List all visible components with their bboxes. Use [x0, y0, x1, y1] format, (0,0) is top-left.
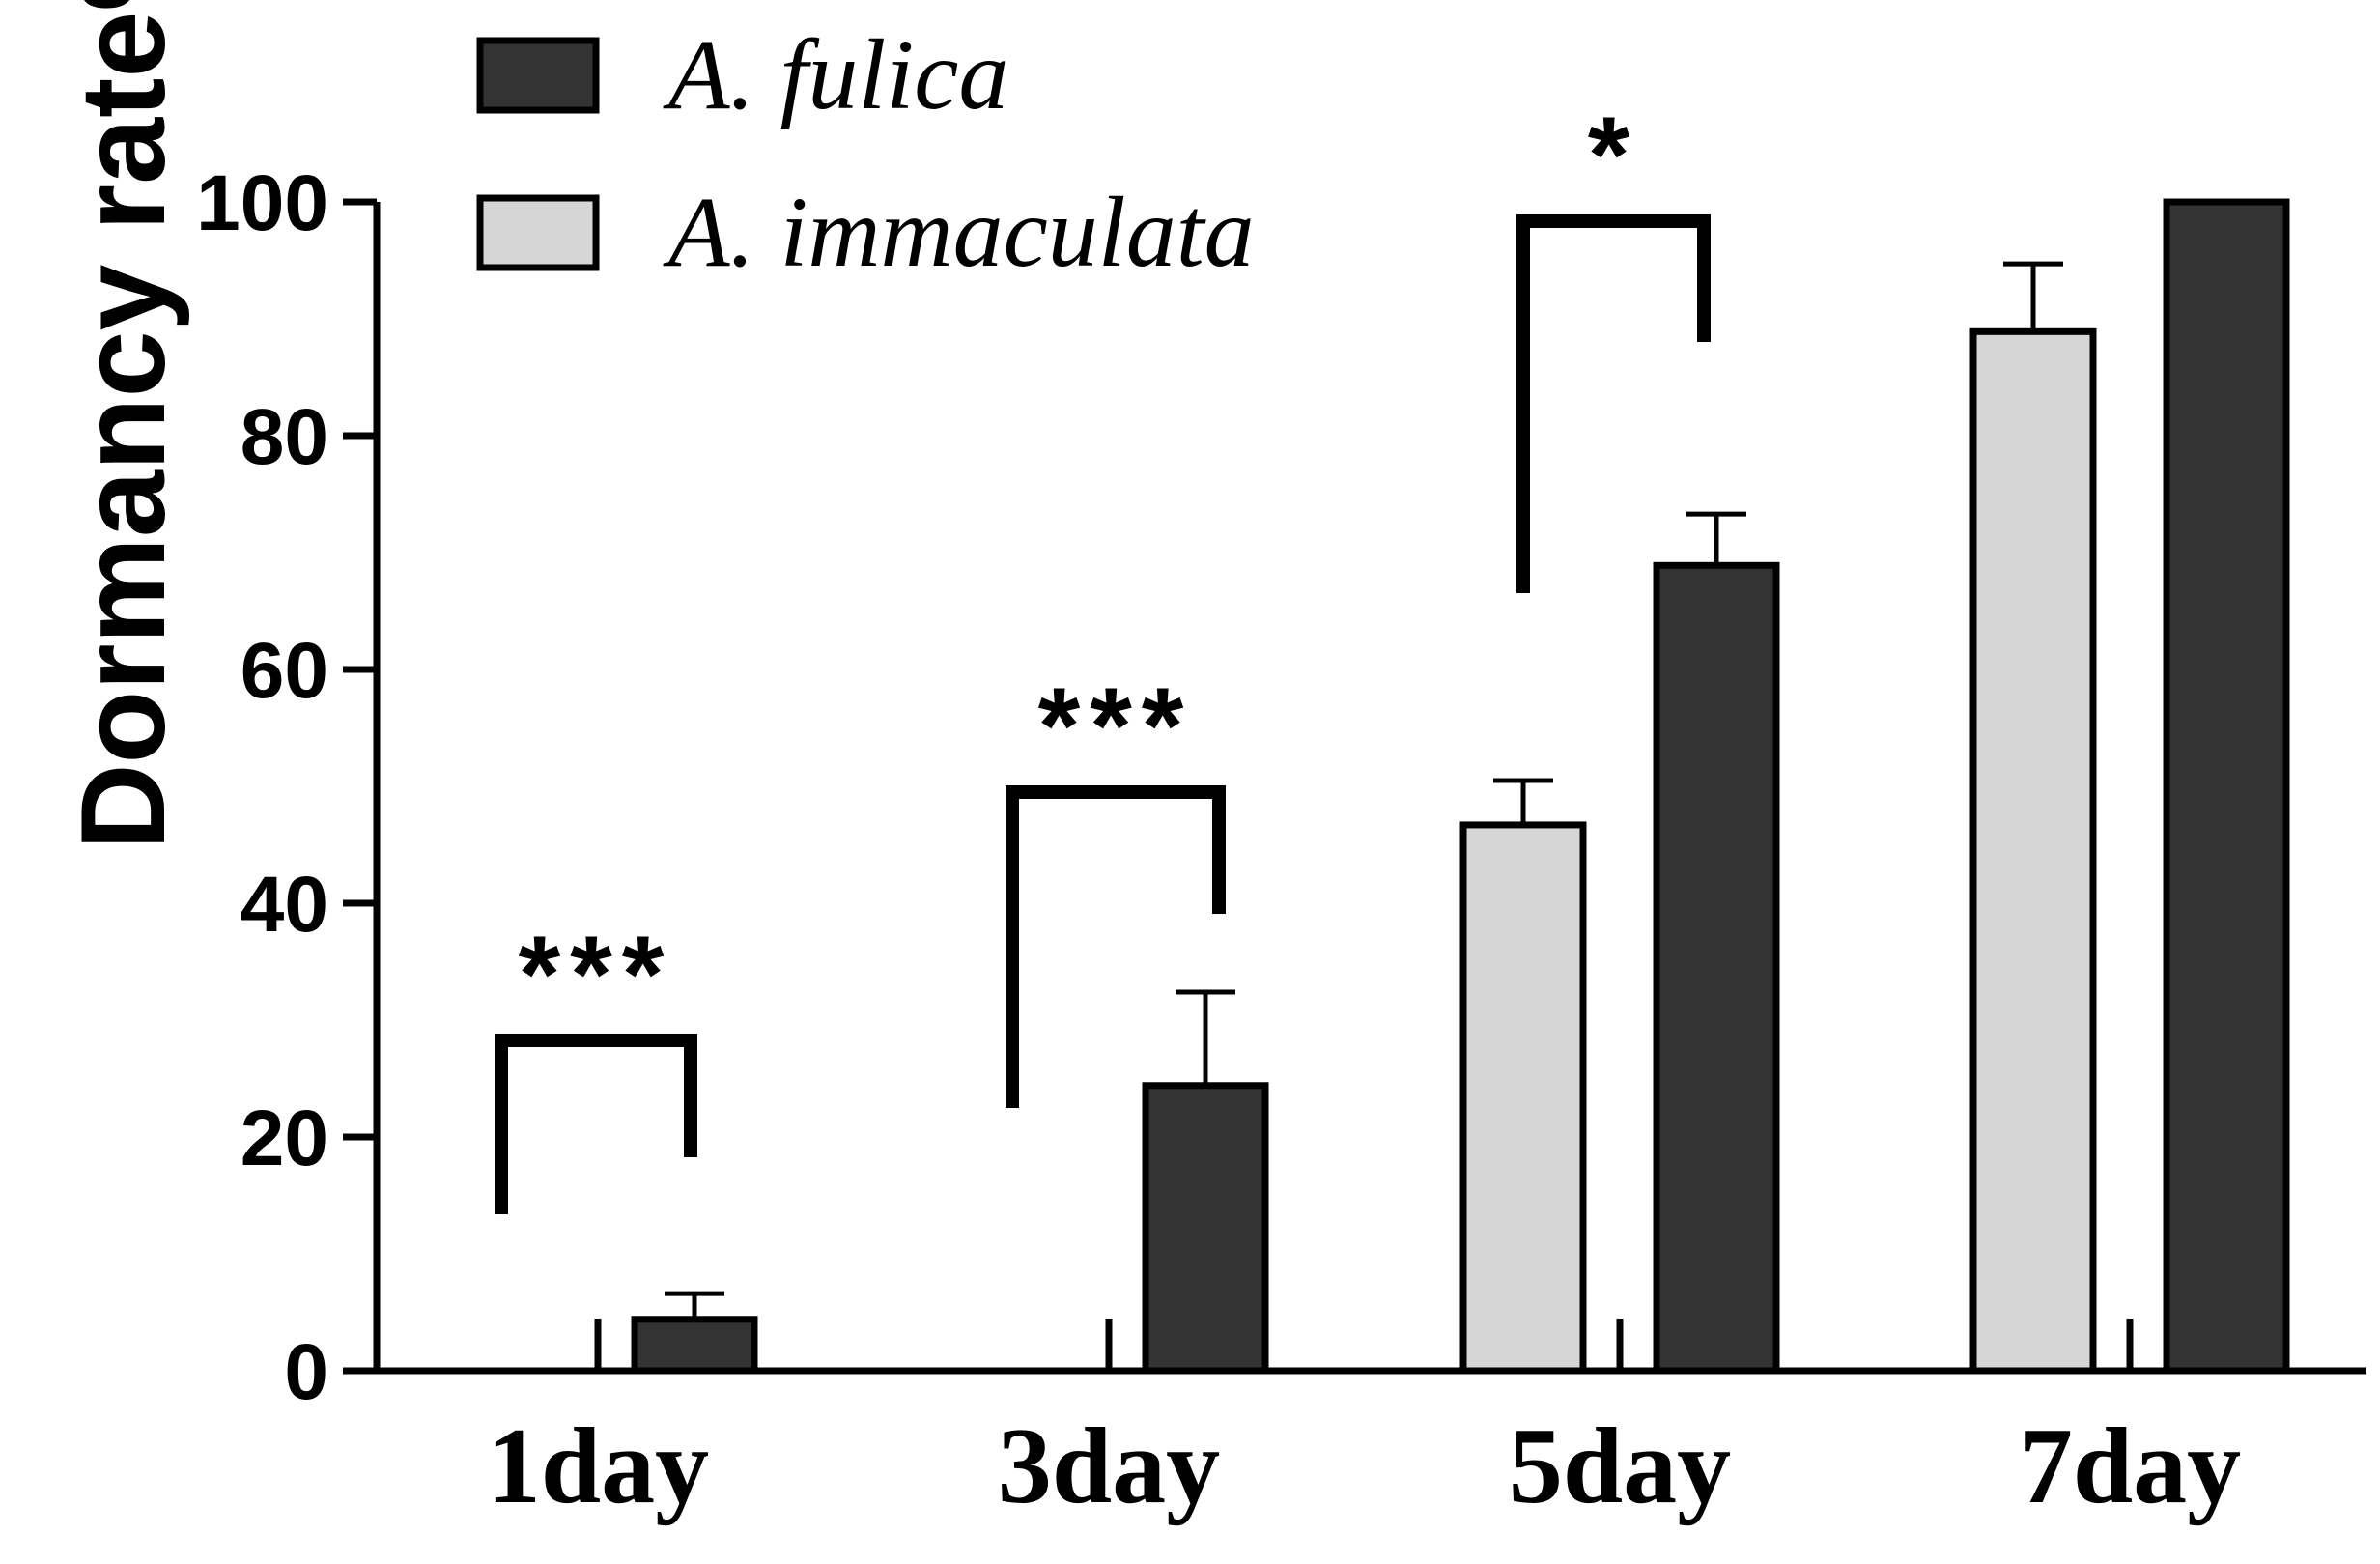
- significance-bracket: [1516, 214, 1711, 593]
- legend-swatch-immaculata: [476, 194, 600, 271]
- significance-label: *: [1588, 95, 1640, 215]
- x-tick-label: 3day: [998, 1407, 1220, 1526]
- bar-immaculata-5day: [1459, 821, 1587, 1375]
- significance-bracket: [495, 1034, 697, 1214]
- y-tick-label: 0: [284, 1328, 328, 1416]
- legend-swatch-fulica: [476, 37, 600, 114]
- x-tick-label: 5day: [1509, 1407, 1731, 1526]
- bar-fulica-7day: [2163, 198, 2290, 1375]
- y-tick-label: 80: [241, 393, 328, 481]
- x-ticks: 1day 3day 5day 7day: [487, 1319, 2241, 1526]
- bar-fulica-1day: [631, 1316, 758, 1375]
- y-tick-label: 100: [196, 159, 328, 247]
- legend-label-fulica: A. fulica: [663, 19, 1008, 130]
- y-axis-label: Dormancy rate%: [57, 0, 190, 850]
- y-ticks: 0 20 40 60 80 100: [196, 159, 377, 1416]
- bars: [631, 198, 2290, 1375]
- bar-fulica-5day: [1653, 561, 1780, 1375]
- legend: A. fulica A. immaculata: [476, 19, 1255, 288]
- significance-bracket: [1006, 785, 1226, 1108]
- bar-immaculata-7day: [1969, 327, 2097, 1375]
- bar-fulica-3day: [1142, 1082, 1269, 1375]
- significance-annotations: *******: [495, 95, 1711, 1214]
- y-tick-label: 60: [241, 627, 328, 715]
- x-tick-label: 7day: [2019, 1407, 2241, 1526]
- x-tick-label: 1day: [487, 1407, 709, 1526]
- significance-label: ***: [1038, 666, 1194, 786]
- y-tick-label: 20: [241, 1095, 328, 1182]
- significance-label: ***: [519, 914, 674, 1035]
- legend-label-immaculata: A. immaculata: [663, 177, 1255, 288]
- y-tick-label: 40: [241, 861, 328, 949]
